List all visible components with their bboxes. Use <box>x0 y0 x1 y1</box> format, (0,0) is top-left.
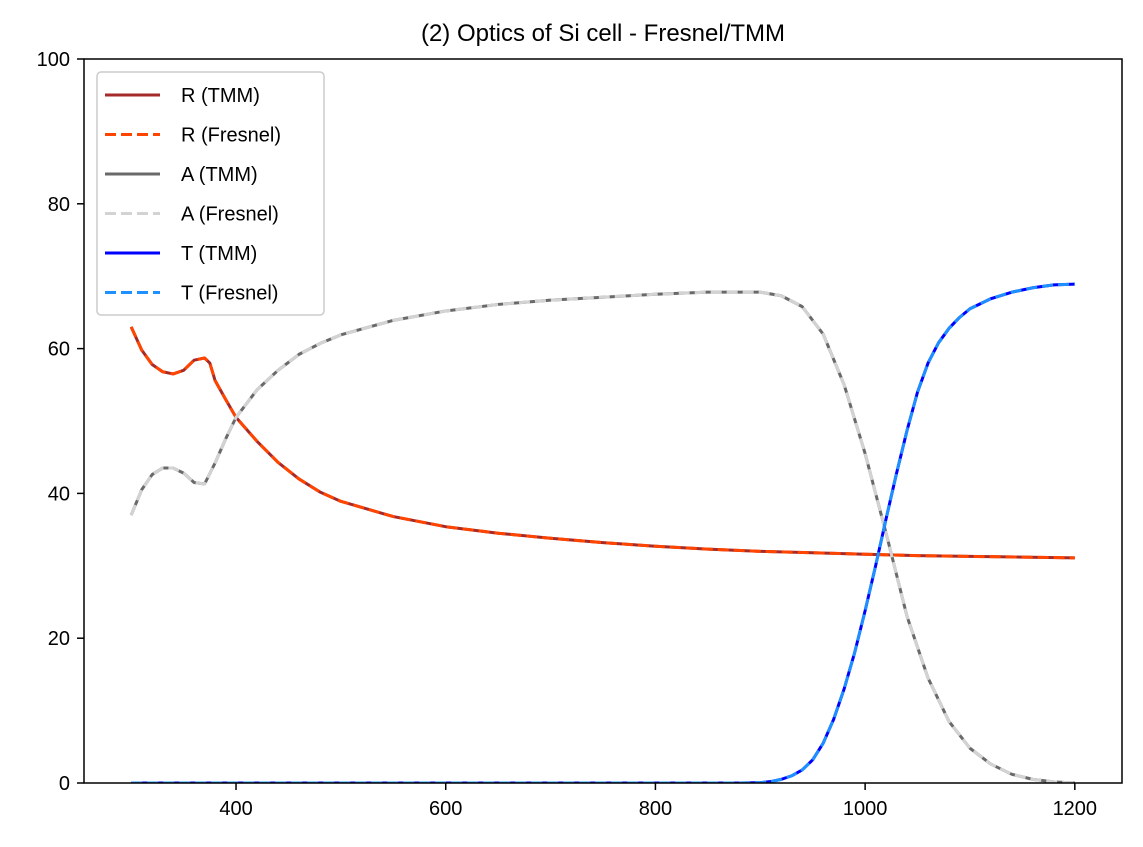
y-tick-label: 80 <box>48 194 70 216</box>
x-tick-label: 800 <box>639 798 672 820</box>
series-line-t-fresnel <box>131 282 1075 783</box>
plot-area <box>129 282 1075 783</box>
legend-label: T (TMM) <box>181 243 257 265</box>
x-tick-label: 1200 <box>1053 798 1098 820</box>
axes-frame <box>83 58 1123 784</box>
legend-label: T (Fresnel) <box>181 283 278 305</box>
y-tick-label: 100 <box>37 49 70 71</box>
y-tick-label: 40 <box>48 483 70 505</box>
legend-label: R (TMM) <box>181 85 260 107</box>
y-tick-label: 20 <box>48 628 70 650</box>
legend-label: A (TMM) <box>181 164 258 186</box>
legend-label: A (Fresnel) <box>181 204 279 226</box>
series-line-a-fresnel <box>129 290 1075 783</box>
x-tick-label: 1000 <box>843 798 888 820</box>
legend: R (TMM) R (Fresnel) A (TMM) A (Fresnel) T (T… <box>96 71 325 316</box>
y-tick-label: 60 <box>48 339 70 361</box>
legend-label: R (Fresnel) <box>181 125 281 147</box>
x-tick-label: 600 <box>429 798 462 820</box>
y-tick-label: 0 <box>59 773 70 795</box>
x-tick-label: 400 <box>219 798 252 820</box>
series-line-r-tmm <box>129 326 1075 560</box>
chart-title: (2) Optics of Si cell - Fresnel/TMM <box>421 20 785 47</box>
legend-box <box>96 71 325 316</box>
axes: 400 600 800 1000 1200 0 20 40 60 80 100 <box>37 49 1123 820</box>
